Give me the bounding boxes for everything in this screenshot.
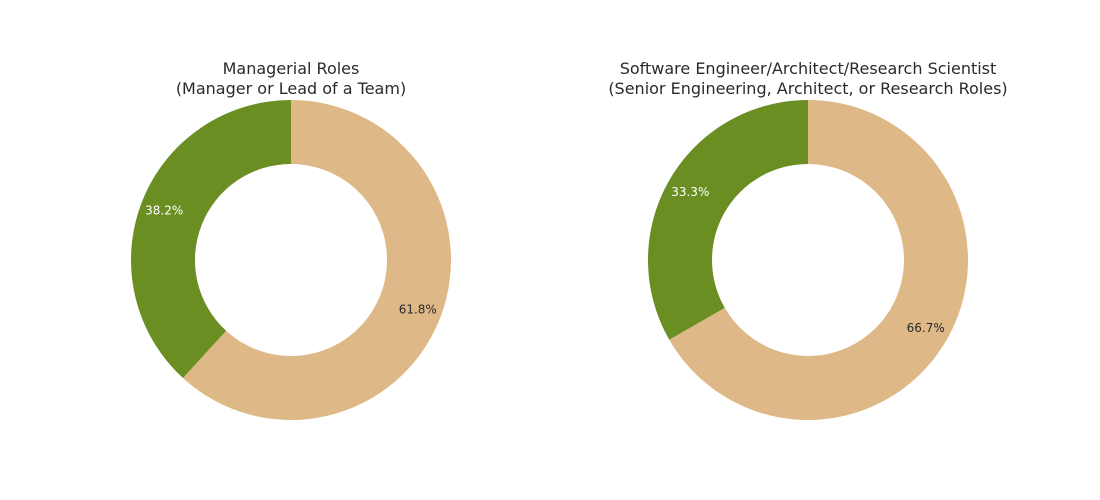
chart-1-slice-1-label: 61.8% <box>399 302 437 316</box>
chart-2-slice-2 <box>647 100 808 340</box>
chart-1-slices <box>131 100 451 420</box>
chart-1-slice-2-label: 38.2% <box>145 204 183 218</box>
chart-2-slice-2-label: 33.3% <box>671 185 709 199</box>
chart-2-slice-1-label: 66.7% <box>907 321 945 335</box>
chart-1-labels: 61.8% 38.2% <box>145 204 437 317</box>
chart-1-slice-2 <box>131 100 291 379</box>
chart-1-title: Managerial Roles <box>223 59 360 78</box>
donut-chart-2: Software Engineer/Architect/Research Sci… <box>608 59 1008 420</box>
chart-2-slice-1 <box>669 100 968 420</box>
chart-2-subtitle: (Senior Engineering, Architect, or Resea… <box>608 79 1007 98</box>
chart-1-subtitle: (Manager or Lead of a Team) <box>176 79 406 98</box>
donut-chart-1: Managerial Roles (Manager or Lead of a T… <box>131 59 451 420</box>
chart-2-title: Software Engineer/Architect/Research Sci… <box>620 59 997 78</box>
chart-2-slices <box>647 100 968 420</box>
chart-1-slice-1 <box>182 100 451 420</box>
chart-2-labels: 66.7% 33.3% <box>671 185 945 335</box>
